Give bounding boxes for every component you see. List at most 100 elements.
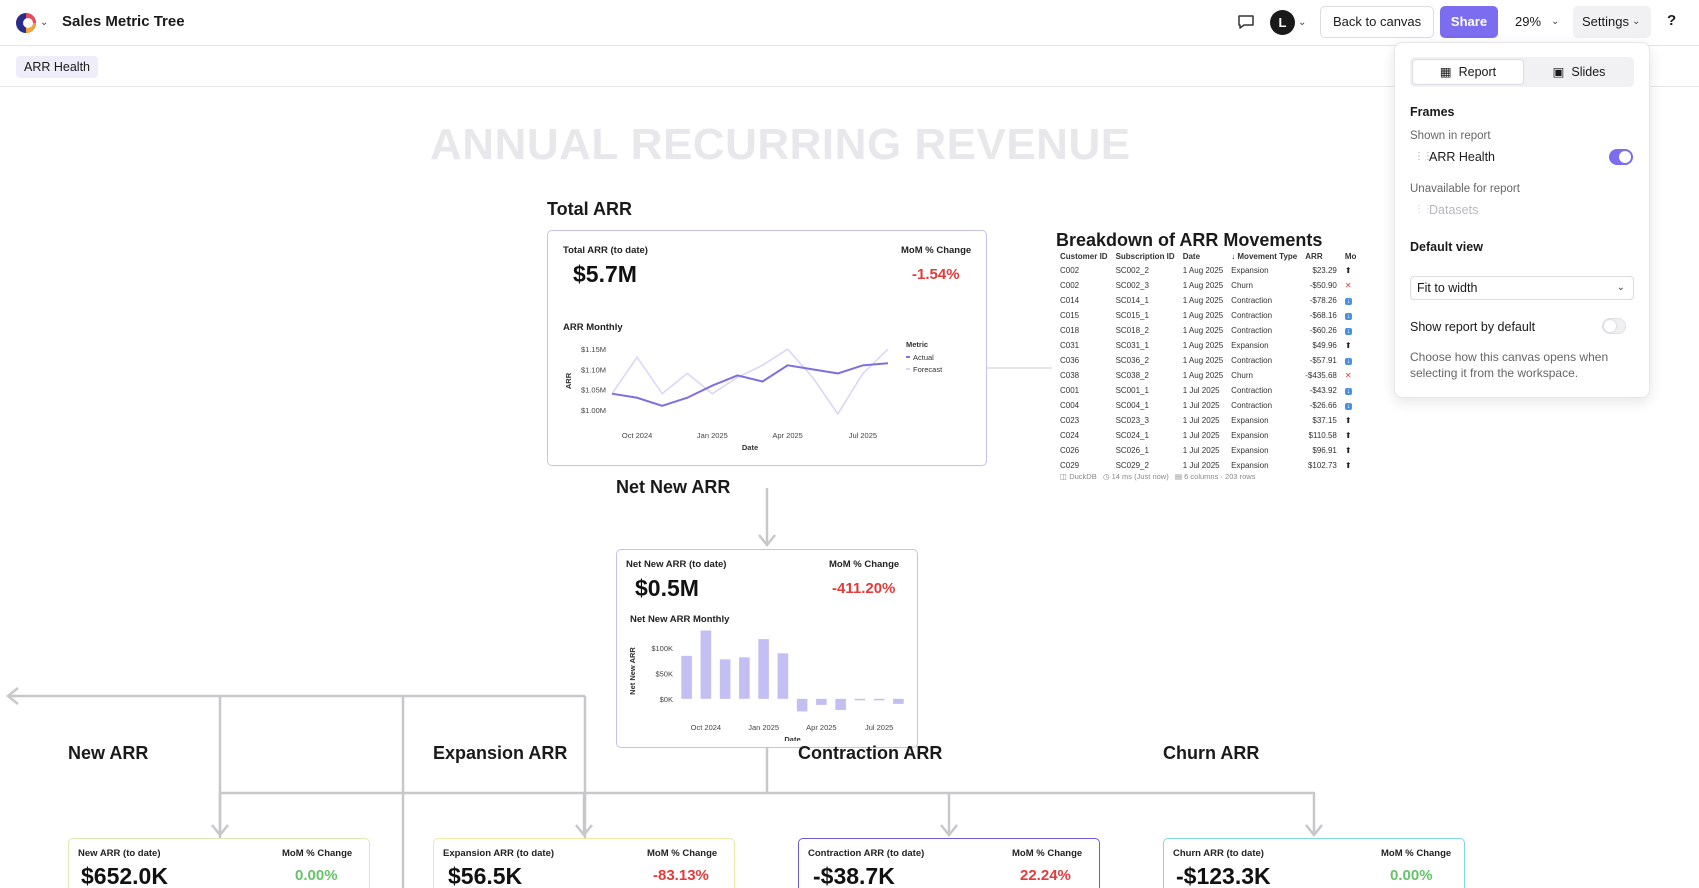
table-cell: SC001_1 xyxy=(1115,386,1149,395)
contraction-arr-card[interactable]: Contraction ARR (to date) -$38.7K MoM % … xyxy=(798,838,1100,888)
slides-tab-label: Slides xyxy=(1571,65,1606,79)
table-cell-indicator: ↓ xyxy=(1341,293,1361,308)
table-row[interactable]: C026 SC026_1 1 Jul 2025 Expansion $96.91 ⬆ xyxy=(1056,443,1360,458)
x-tick-label: Jan 2025 xyxy=(748,723,779,732)
total-arr-card[interactable]: Total ARR (to date) $5.7M MoM % Change -… xyxy=(547,230,987,466)
help-button[interactable]: ? xyxy=(1667,12,1677,29)
table-row[interactable]: C023 SC023_3 1 Jul 2025 Expansion $37.15 ⬆ xyxy=(1056,413,1360,428)
bar-aug-2025 xyxy=(893,698,904,704)
default-view-select[interactable]: Fit to width ⌄ xyxy=(1410,276,1634,300)
settings-button[interactable]: Settings xyxy=(1573,6,1651,38)
x-axis-label: Date xyxy=(784,735,800,741)
table-row[interactable]: C018 SC018_2 1 Aug 2025 Contraction -$60.26 ↓ xyxy=(1056,323,1360,338)
net-new-arr-bar-chart[interactable]: $100K $50K $0K Net New ARR Oct 2024 Jan 2025 A… xyxy=(623,626,913,741)
table-row[interactable]: C001 SC001_1 1 Jul 2025 Contraction -$43.92 ↓ xyxy=(1056,383,1360,398)
comment-icon[interactable] xyxy=(1236,12,1256,32)
zoom-level[interactable]: 29% xyxy=(1515,14,1542,29)
table-cell: C026 xyxy=(1060,446,1080,455)
arr-monthly-line-chart[interactable]: $1.15M $1.10M $1.05M $1.00M ARR Oct 2024 Jan 2… xyxy=(558,331,978,466)
new-arr-kpi-value: $652.0K xyxy=(81,863,168,888)
table-cell-indicator: ↓ xyxy=(1341,308,1361,323)
canvas[interactable]: ANNUAL RECURRING REVENUE Total ARR xyxy=(0,88,1699,888)
table-row[interactable]: C024 SC024_1 1 Jul 2025 Expansion $110.58 ⬆ xyxy=(1056,428,1360,443)
table-row[interactable]: C036 SC036_2 1 Aug 2025 Contraction -$57.91 ↓ xyxy=(1056,353,1360,368)
series-line-actual xyxy=(611,362,889,407)
table-header-cell[interactable]: Date xyxy=(1182,252,1201,261)
share-button[interactable]: Share xyxy=(1440,6,1498,38)
bar-feb-2025 xyxy=(777,653,789,699)
top-bar: ⌄ Sales Metric Tree L ⌄ Back to canvas S… xyxy=(0,0,1699,46)
arrow-up-icon: ⬆ xyxy=(1344,446,1352,455)
net-new-arr-kpi-value: $0.5M xyxy=(635,575,699,601)
contraction-arr-kpi-label: Contraction ARR (to date) xyxy=(808,848,925,859)
show-report-default-toggle[interactable] xyxy=(1602,318,1626,334)
table-header-cell[interactable]: Subscription ID xyxy=(1115,252,1175,261)
frame-tab-arr-health[interactable]: ARR Health xyxy=(16,56,98,78)
churn-arr-card[interactable]: Churn ARR (to date) -$123.3K MoM % Chang… xyxy=(1163,838,1465,888)
unavailable-label: Unavailable for report xyxy=(1410,183,1520,195)
table-row[interactable]: C031 SC031_1 1 Aug 2025 Expansion $49.96 ⬆ xyxy=(1056,338,1360,353)
app-logo-icon[interactable] xyxy=(14,11,38,35)
drag-handle-icon[interactable]: ⋮⋮ xyxy=(1414,151,1433,162)
arrow-down-icon: ↓ xyxy=(1344,313,1353,320)
table-cell: Contraction xyxy=(1231,401,1273,410)
table-cell-indicator: ⬆ xyxy=(1341,413,1361,428)
zoom-chevron-down-icon[interactable]: ⌄ xyxy=(1551,16,1560,27)
table-header-cell[interactable]: Mo xyxy=(1344,252,1357,261)
expansion-arr-card[interactable]: Expansion ARR (to date) $56.5K MoM % Cha… xyxy=(433,838,735,888)
table-cell: -$26.66 xyxy=(1309,401,1337,410)
table-row[interactable]: C002 SC002_3 1 Aug 2025 Churn -$50.90 ✕ xyxy=(1056,278,1360,293)
expansion-arr-title: Expansion ARR xyxy=(433,743,568,763)
table-cell: -$43.92 xyxy=(1309,386,1337,395)
series-line-forecast xyxy=(611,348,889,416)
y-tick-label: $1.15M xyxy=(581,345,606,354)
table-cell: 1 Jul 2025 xyxy=(1182,401,1220,410)
table-cell: 1 Jul 2025 xyxy=(1182,431,1220,440)
expansion-arr-kpi-label: Expansion ARR (to date) xyxy=(443,848,555,859)
unavailable-item: Datasets xyxy=(1429,203,1479,217)
slides-tab[interactable]: ▣ Slides xyxy=(1526,59,1632,85)
table-row[interactable]: C002 SC002_2 1 Aug 2025 Expansion $23.29 ⬆ xyxy=(1056,263,1360,278)
table-row[interactable]: C014 SC014_1 1 Aug 2025 Contraction -$78.26 ↓ xyxy=(1056,293,1360,308)
frames-heading: Frames xyxy=(1410,105,1455,119)
canvas-heading: ANNUAL RECURRING REVENUE xyxy=(430,120,1131,169)
table-cell: SC014_1 xyxy=(1115,296,1149,305)
table-header-cell[interactable]: ARR xyxy=(1305,252,1323,261)
new-arr-title: New ARR xyxy=(68,743,149,763)
user-avatar[interactable]: L xyxy=(1270,10,1295,35)
table-cell-indicator: ⬆ xyxy=(1341,443,1361,458)
canvas-title[interactable]: Sales Metric Tree xyxy=(62,13,185,30)
arrow-down-icon: ↓ xyxy=(1344,403,1353,410)
table-header-cell[interactable]: Customer ID xyxy=(1060,252,1108,261)
net-new-arr-card[interactable]: Net New ARR (to date) $0.5M MoM % Change… xyxy=(616,549,918,748)
table-row[interactable]: C015 SC015_1 1 Aug 2025 Contraction -$68.16 ↓ xyxy=(1056,308,1360,323)
breakdown-table[interactable]: Customer ID Subscription ID Date ↓ Movement… xyxy=(1056,250,1360,473)
table-row[interactable]: C038 SC038_2 1 Aug 2025 Churn -$435.68 ✕ xyxy=(1056,368,1360,383)
table-cell: 1 Aug 2025 xyxy=(1182,266,1224,275)
table-header-cell[interactable]: ↓ Movement Type xyxy=(1231,252,1298,261)
table-cell: 1 Aug 2025 xyxy=(1182,296,1224,305)
table-cell-indicator: ✕ xyxy=(1341,368,1361,383)
new-arr-mom-label: MoM % Change xyxy=(282,848,353,859)
churn-arr-mom-value: 0.00% xyxy=(1390,867,1433,884)
table-row[interactable]: C029 SC029_2 1 Jul 2025 Expansion $102.73 ⬆ xyxy=(1056,458,1360,473)
table-cell: Churn xyxy=(1231,371,1253,380)
avatar-chevron-down-icon[interactable]: ⌄ xyxy=(1298,17,1307,28)
breakdown-title: Breakdown of ARR Movements xyxy=(1056,230,1323,250)
database-icon: ◫ xyxy=(1060,472,1068,481)
settings-panel: ▦ Report ▣ Slides Frames Shown in report… xyxy=(1394,42,1650,398)
net-new-arr-kpi-label: Net New ARR (to date) xyxy=(626,559,727,570)
shown-frame-toggle[interactable] xyxy=(1609,149,1633,165)
table-cell: 1 Jul 2025 xyxy=(1182,416,1220,425)
table-header-row: Customer ID Subscription ID Date ↓ Movement… xyxy=(1056,250,1360,263)
back-to-canvas-button[interactable]: Back to canvas xyxy=(1320,6,1435,38)
y-axis-label: Net New ARR xyxy=(628,647,637,695)
settings-chevron-down-icon[interactable]: ⌄ xyxy=(1632,16,1641,27)
arrowhead-new xyxy=(211,824,229,838)
arrow-down-icon: ↓ xyxy=(1344,328,1353,335)
legend-title: Metric xyxy=(906,340,928,349)
table-row[interactable]: C004 SC004_1 1 Jul 2025 Contraction -$26.66 ↓ xyxy=(1056,398,1360,413)
new-arr-card[interactable]: New ARR (to date) $652.0K MoM % Change 0… xyxy=(68,838,370,888)
workspace-menu-chevron-icon[interactable]: ⌄ xyxy=(40,17,49,28)
report-tab[interactable]: ▦ Report xyxy=(1412,59,1524,85)
